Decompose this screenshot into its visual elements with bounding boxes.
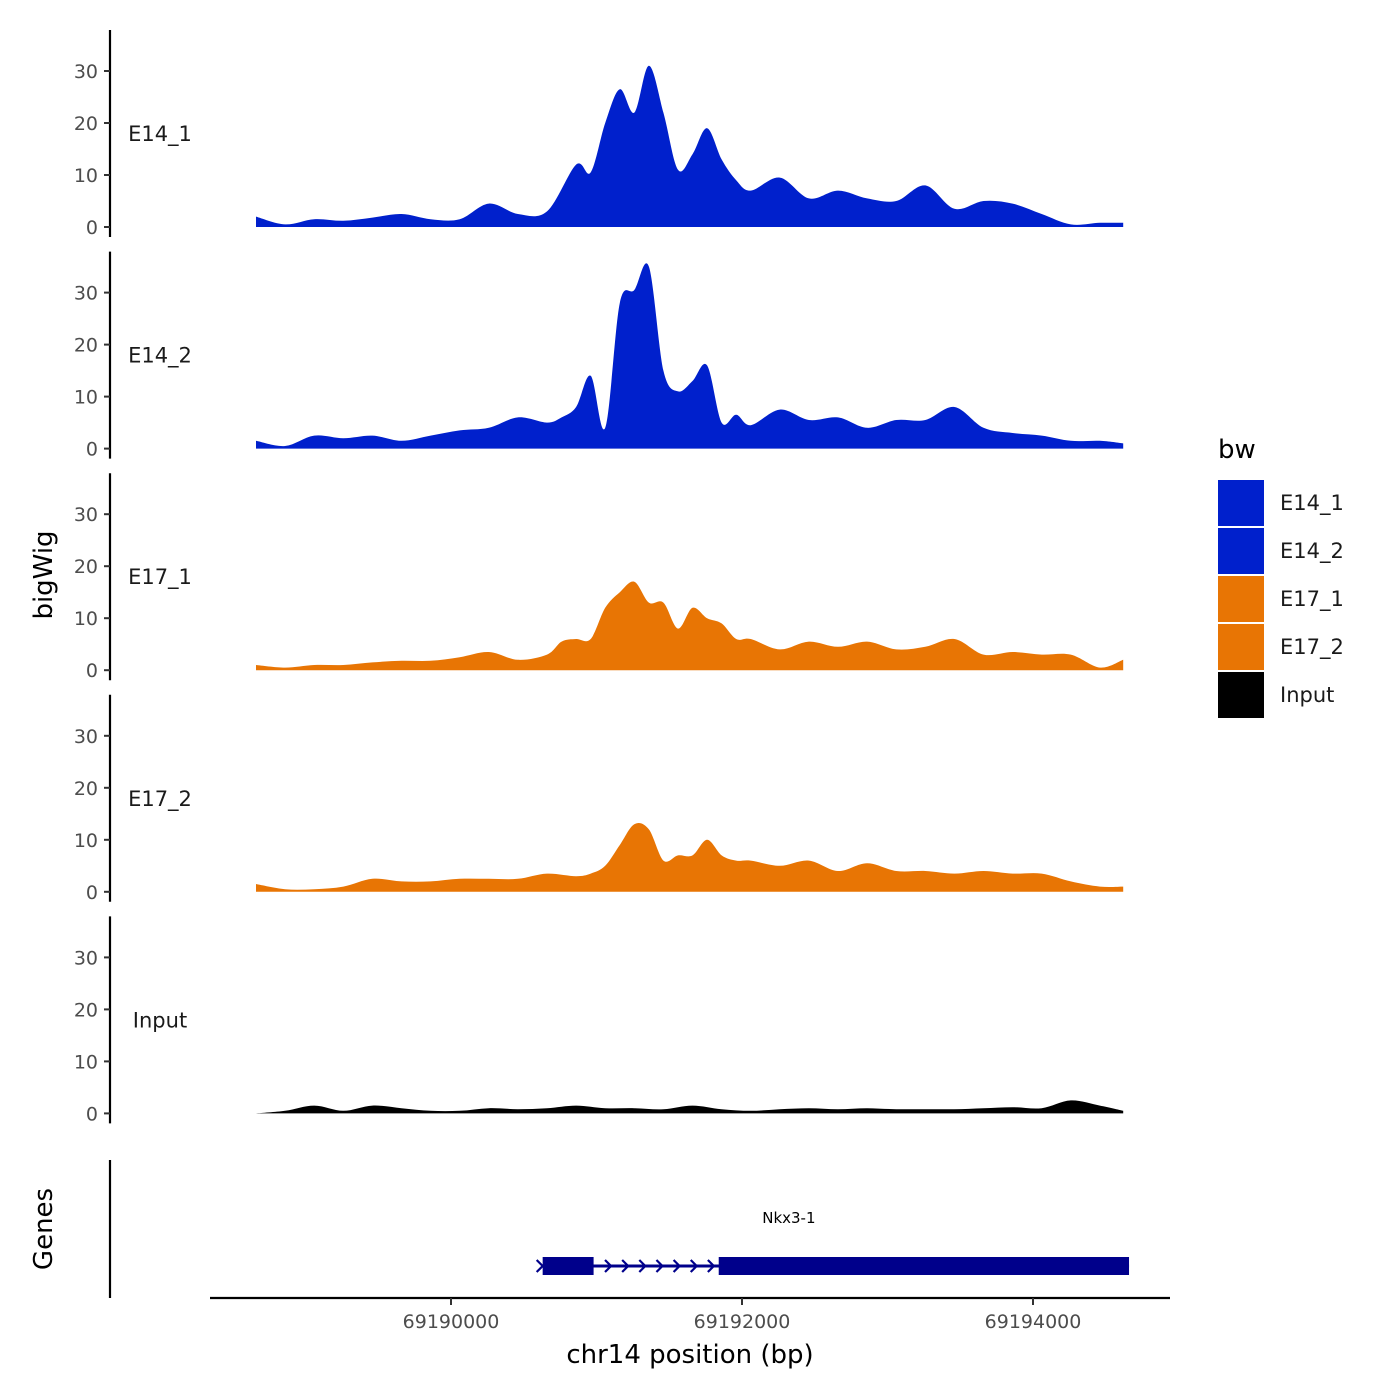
gene-exon	[718, 1257, 1130, 1275]
track-panel-e14_1: 0 10 20 30 E14_1	[74, 30, 1124, 239]
legend-item-e14_2: E14_2	[1218, 528, 1344, 574]
signal-area-e14_1	[256, 65, 1124, 227]
legend-label: E14_1	[1280, 491, 1344, 516]
y-tick-label: 30	[74, 947, 98, 969]
y-tick-label: 30	[74, 283, 98, 305]
y-tick-label: 10	[74, 830, 98, 852]
strand-arrow	[535, 1259, 545, 1273]
legend-swatch	[1218, 480, 1264, 526]
y-tick-label: 20	[74, 335, 98, 357]
gene-exon	[542, 1257, 594, 1275]
legend-item-e14_1: E14_1	[1218, 480, 1344, 526]
strand-arrow	[604, 1259, 613, 1273]
strand-arrow	[672, 1259, 682, 1273]
track-label-e14_1: E14_1	[128, 122, 192, 147]
genes-track: Nkx3-1	[108, 1160, 1130, 1298]
y-tick-label: 0	[86, 660, 98, 682]
signal-area-e17_2	[256, 823, 1124, 892]
y-tick-label: 0	[86, 217, 98, 239]
y-tick-label: 10	[74, 165, 98, 187]
y-tick-label: 20	[74, 999, 98, 1021]
track-label-e17_1: E17_1	[128, 565, 192, 590]
x-axis-title: chr14 position (bp)	[566, 1340, 813, 1370]
legend-title: bw	[1218, 435, 1256, 465]
x-tick-label: 69194000	[985, 1311, 1082, 1333]
track-panels: 0 10 20 30 E14_1 0 10 20 30 E14_2 0 10 20 30 E17_1 0 10 2…	[74, 30, 1124, 1125]
strand-arrow	[638, 1259, 647, 1273]
signal-area-e14_2	[256, 263, 1124, 449]
y-tick-label: 20	[74, 778, 98, 800]
strand-arrow	[621, 1259, 630, 1273]
legend-item-e17_2: E17_2	[1218, 624, 1344, 670]
legend-item-input: Input	[1218, 672, 1334, 718]
track-panel-e17_1: 0 10 20 30 E17_1	[74, 473, 1124, 682]
y-tick-label: 20	[74, 556, 98, 578]
strand-arrow	[689, 1259, 699, 1273]
track-panel-e14_2: 0 10 20 30 E14_2	[74, 251, 1124, 461]
y-tick-label: 10	[74, 608, 98, 630]
strand-arrow	[707, 1259, 716, 1273]
x-tick-label: 69190000	[403, 1311, 500, 1333]
y-tick-label: 0	[86, 882, 98, 904]
y-tick-label: 0	[86, 1103, 98, 1125]
legend-label: Input	[1280, 683, 1334, 707]
legend-label: E17_1	[1280, 587, 1344, 612]
legend: bw E14_1 E14_2 E17_1 E17_2 Input	[1218, 435, 1344, 718]
signal-area-input	[256, 1100, 1124, 1114]
legend-label: E14_2	[1280, 539, 1344, 564]
y-tick-label: 10	[74, 387, 98, 409]
track-label-input: Input	[133, 1008, 187, 1032]
strand-arrow	[655, 1259, 664, 1273]
legend-swatch	[1218, 624, 1264, 670]
legend-swatch	[1218, 528, 1264, 574]
x-tick-label: 69192000	[694, 1311, 791, 1333]
legend-label: E17_2	[1280, 635, 1344, 660]
y-tick-label: 20	[74, 113, 98, 135]
legend-swatch	[1218, 576, 1264, 622]
y-tick-label: 30	[74, 726, 98, 748]
track-label-e17_2: E17_2	[128, 787, 192, 812]
genes-track-title: Genes	[29, 1188, 59, 1270]
track-label-e14_2: E14_2	[128, 344, 192, 369]
y-tick-label: 30	[74, 61, 98, 83]
y-axis-title: bigWig	[29, 530, 59, 619]
y-tick-label: 0	[86, 439, 98, 461]
legend-swatch	[1218, 672, 1264, 718]
x-axis: 69190000 69192000 69194000	[210, 1296, 1170, 1333]
signal-area-e17_1	[256, 581, 1124, 671]
y-tick-label: 30	[74, 504, 98, 526]
track-panel-e17_2: 0 10 20 30 E17_2	[74, 694, 1124, 904]
gene-name-label: Nkx3-1	[762, 1209, 815, 1227]
legend-item-e17_1: E17_1	[1218, 576, 1344, 622]
gene-model: Nkx3-1	[535, 1209, 1130, 1275]
y-tick-label: 10	[74, 1051, 98, 1073]
track-panel-input: 0 10 20 30 Input	[74, 916, 1124, 1125]
